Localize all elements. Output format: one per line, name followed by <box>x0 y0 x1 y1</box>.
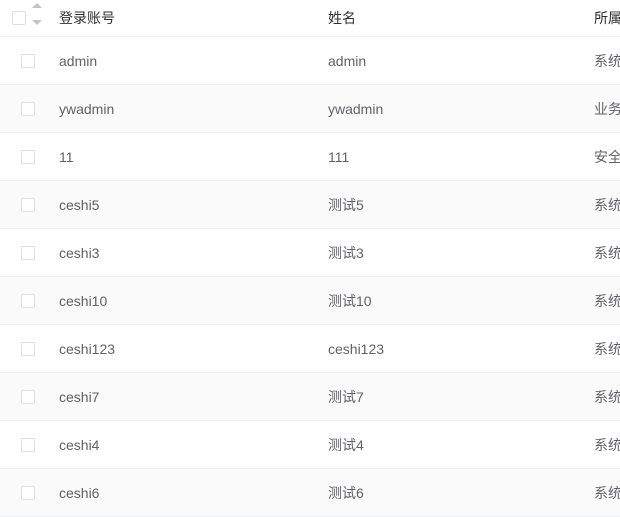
row-checkbox-cell <box>0 438 55 452</box>
row-checkbox-cell <box>0 150 55 164</box>
table-row[interactable]: ceshi10测试10系统 <box>0 277 620 325</box>
row-checkbox-cell <box>0 54 55 68</box>
cell-name: 测试5 <box>324 195 590 215</box>
cell-login: ceshi123 <box>55 341 324 357</box>
cell-dept: 系统 <box>590 483 620 503</box>
cell-dept: 系统 <box>590 387 620 407</box>
cell-login: ywadmin <box>55 101 324 117</box>
table-row[interactable]: ywadminywadmin业务 <box>0 85 620 133</box>
table-row[interactable]: adminadmin系统 <box>0 37 620 85</box>
row-checkbox[interactable] <box>21 54 35 68</box>
table-body: adminadmin系统ywadminywadmin业务11111安全ceshi… <box>0 37 620 517</box>
cell-dept: 系统 <box>590 195 620 215</box>
header-dept[interactable]: 所属 <box>590 8 620 28</box>
row-checkbox[interactable] <box>21 150 35 164</box>
cell-dept: 系统 <box>590 243 620 263</box>
user-table: 登录账号 姓名 所属 adminadmin系统ywadminywadmin业务1… <box>0 0 620 517</box>
row-checkbox[interactable] <box>21 246 35 260</box>
row-checkbox[interactable] <box>21 198 35 212</box>
row-checkbox-cell <box>0 246 55 260</box>
cell-login: ceshi6 <box>55 485 324 501</box>
row-checkbox[interactable] <box>21 294 35 308</box>
cell-name: 测试6 <box>324 483 590 503</box>
cell-login: ceshi5 <box>55 197 324 213</box>
row-checkbox[interactable] <box>21 438 35 452</box>
cell-dept: 系统 <box>590 51 620 71</box>
table-row[interactable]: ceshi123ceshi123系统 <box>0 325 620 373</box>
row-checkbox[interactable] <box>21 390 35 404</box>
row-checkbox-cell <box>0 102 55 116</box>
cell-dept: 业务 <box>590 99 620 119</box>
row-checkbox[interactable] <box>21 486 35 500</box>
table-header-row: 登录账号 姓名 所属 <box>0 0 620 37</box>
cell-dept: 安全 <box>590 147 620 167</box>
header-name[interactable]: 姓名 <box>324 8 590 28</box>
table-row[interactable]: ceshi3测试3系统 <box>0 229 620 277</box>
table-row[interactable]: ceshi4测试4系统 <box>0 421 620 469</box>
row-checkbox[interactable] <box>21 342 35 356</box>
header-checkbox-cell <box>0 11 55 25</box>
select-all-checkbox[interactable] <box>12 11 26 25</box>
cell-name: admin <box>324 53 590 69</box>
cell-login: 11 <box>55 149 324 165</box>
cell-login: ceshi3 <box>55 245 324 261</box>
cell-name: 测试10 <box>324 291 590 311</box>
row-checkbox[interactable] <box>21 102 35 116</box>
header-login[interactable]: 登录账号 <box>55 8 324 28</box>
cell-dept: 系统 <box>590 339 620 359</box>
cell-name: 测试4 <box>324 435 590 455</box>
cell-login: ceshi4 <box>55 437 324 453</box>
row-checkbox-cell <box>0 342 55 356</box>
row-checkbox-cell <box>0 390 55 404</box>
table-row[interactable]: ceshi7测试7系统 <box>0 373 620 421</box>
row-checkbox-cell <box>0 198 55 212</box>
cell-login: ceshi10 <box>55 293 324 309</box>
cell-name: 测试7 <box>324 387 590 407</box>
cell-name: 111 <box>324 149 590 165</box>
row-checkbox-cell <box>0 294 55 308</box>
table-row[interactable]: ceshi6测试6系统 <box>0 469 620 517</box>
table-row[interactable]: ceshi5测试5系统 <box>0 181 620 229</box>
row-checkbox-cell <box>0 486 55 500</box>
cell-name: ywadmin <box>324 101 590 117</box>
cell-dept: 系统 <box>590 291 620 311</box>
table-row[interactable]: 11111安全 <box>0 133 620 181</box>
cell-dept: 系统 <box>590 435 620 455</box>
cell-login: admin <box>55 53 324 69</box>
sort-icon[interactable] <box>30 7 44 21</box>
cell-name: ceshi123 <box>324 341 590 357</box>
cell-login: ceshi7 <box>55 389 324 405</box>
cell-name: 测试3 <box>324 243 590 263</box>
